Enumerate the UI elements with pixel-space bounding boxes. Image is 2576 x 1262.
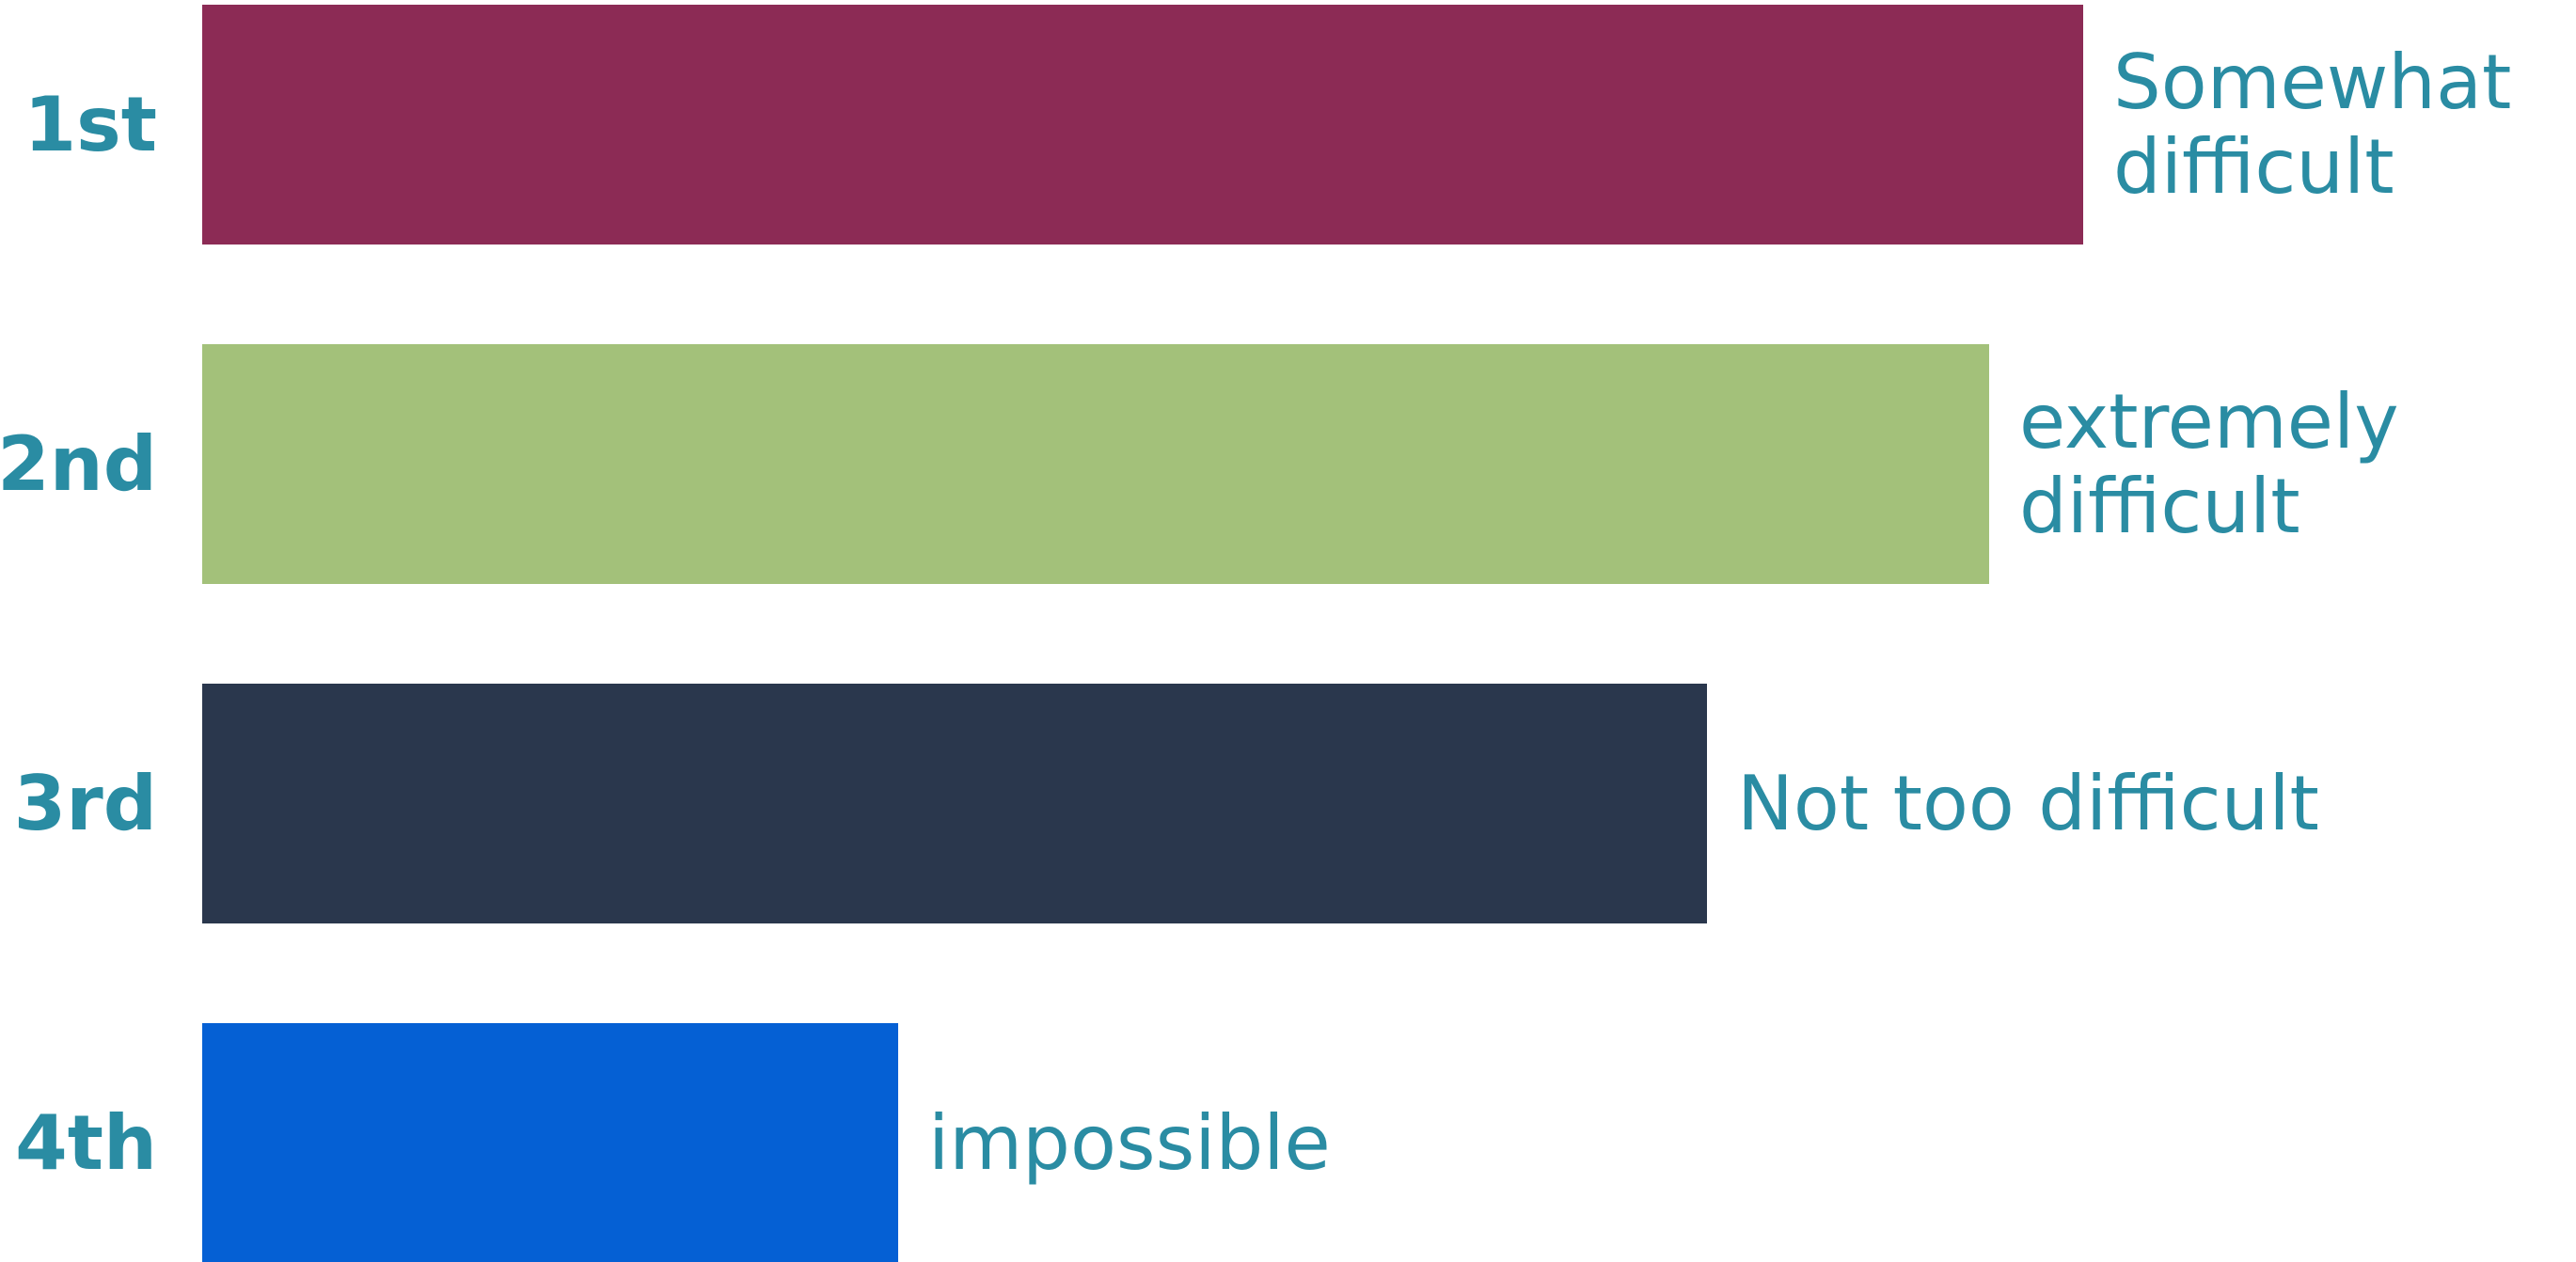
bar-4th	[202, 1023, 898, 1262]
bar-2nd	[202, 344, 1989, 584]
bar-1st	[202, 5, 2083, 245]
bar-group-3rd: 3rd Not too difficult	[14, 684, 2319, 923]
bar-data-label: Somewhat	[2113, 39, 2511, 126]
bar-data-label: Not too difficult	[1737, 760, 2319, 847]
bar-3rd	[202, 684, 1707, 923]
category-label: 1st	[24, 81, 157, 168]
bar-data-label: difficult	[2019, 463, 2300, 550]
bar-data-label: difficult	[2113, 123, 2394, 211]
category-label: 2nd	[0, 420, 157, 508]
bar-data-label: impossible	[928, 1099, 1331, 1187]
bar-data-label: extremely	[2019, 378, 2399, 465]
category-label: 3rd	[14, 760, 157, 847]
bar-group-4th: 4th impossible	[15, 1023, 1331, 1262]
category-label: 4th	[15, 1099, 157, 1187]
